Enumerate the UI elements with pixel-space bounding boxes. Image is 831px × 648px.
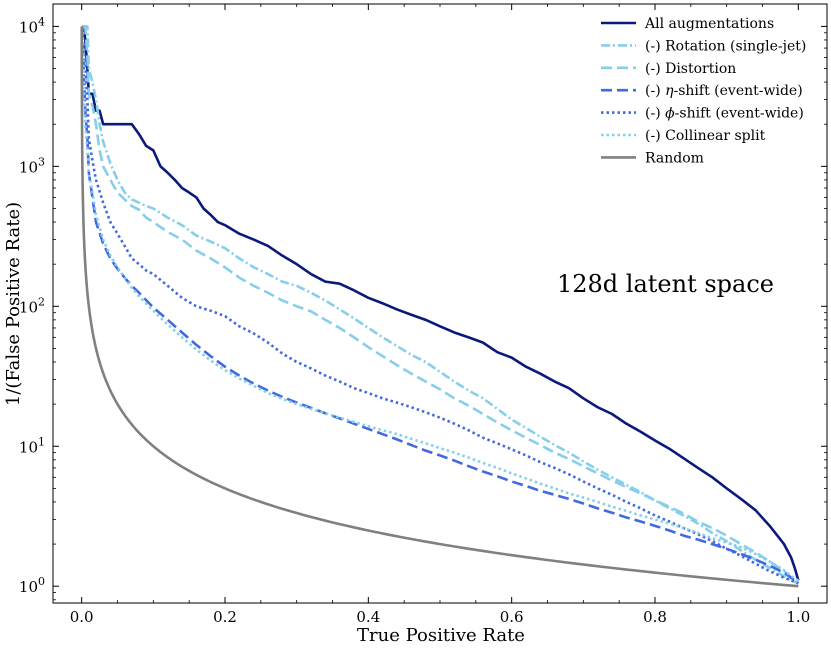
x-tick-label: 0.6	[500, 608, 524, 626]
x-tick-label: 1.0	[786, 608, 810, 626]
series-line-3	[82, 25, 800, 585]
legend-label-3: (-) Distortion	[645, 61, 736, 77]
series-line-4	[81, 26, 800, 585]
series-line-7	[80, 26, 799, 588]
legend-label-7: Random	[645, 150, 704, 166]
x-axis-label: True Positive Rate	[357, 625, 525, 646]
y-tick-label: 102	[19, 295, 45, 316]
x-tick-label: 0.8	[643, 608, 667, 626]
y-axis-label: 1/(False Positive Rate)	[3, 202, 24, 406]
legend-label-4: (-) η-shift (event-wide)	[645, 83, 803, 99]
series-line-6	[81, 26, 799, 582]
x-tick-label: 0.2	[213, 608, 237, 626]
axis-ticks: 0.0 0.2 0.4 0.6 0.8 1.0 100 101 102 103 104	[19, 4, 827, 626]
y-tick-label: 104	[19, 15, 45, 36]
legend: All augmentations (-) Rotation (single-je…	[601, 16, 806, 166]
series-line-2	[82, 25, 799, 585]
annotation-label: 128d latent space	[557, 270, 774, 298]
legend-label-6: (-) Collinear split	[645, 128, 766, 144]
y-tick-label: 100	[19, 575, 45, 596]
y-tick-label: 103	[19, 155, 45, 176]
series-lines	[80, 25, 800, 588]
x-tick-label: 0.4	[356, 608, 380, 626]
series-line-5	[81, 26, 799, 585]
y-tick-label: 101	[19, 435, 45, 456]
x-tick-label: 0.0	[70, 608, 94, 626]
legend-label-5: (-) ϕ-shift (event-wide)	[645, 106, 804, 122]
legend-label-1: All augmentations	[644, 16, 774, 32]
legend-label-2: (-) Rotation (single-jet)	[645, 38, 806, 54]
series-line-1	[82, 25, 800, 581]
